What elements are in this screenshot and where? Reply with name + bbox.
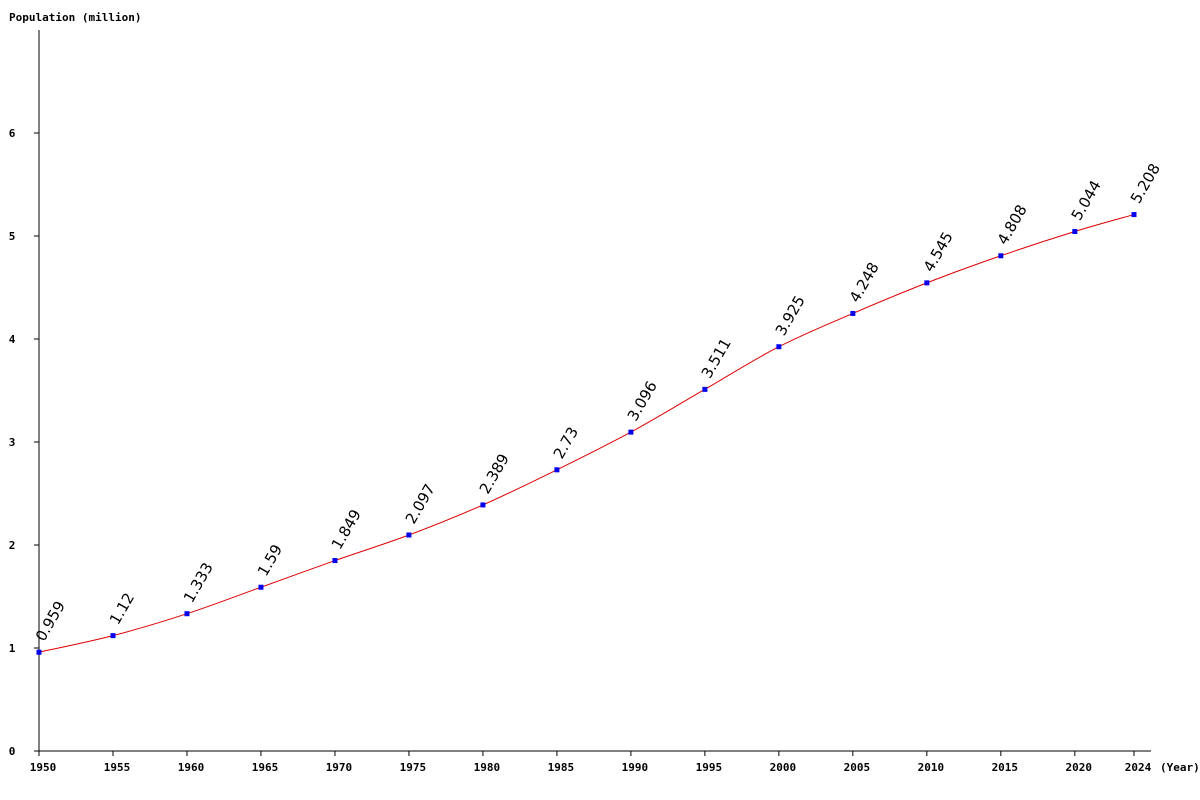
x-tick-label: 2005 (844, 761, 871, 774)
population-series-line (38, 214, 1135, 653)
data-point-marker (110, 633, 116, 639)
data-point-marker (184, 611, 190, 617)
data-point-label: 2.389 (476, 451, 513, 497)
x-tick-label: 2010 (918, 761, 945, 774)
data-point-label: 3.925 (772, 293, 809, 339)
data-point-marker (850, 310, 856, 316)
y-tick-label: 3 (9, 436, 16, 449)
data-point-labels: 0.959 1.12 1.333 1.59 1.849 2.097 2.389 2.73 3.0… (32, 160, 1164, 644)
data-point-label: 1.12 (106, 590, 138, 628)
data-point-marker (258, 584, 264, 590)
x-tick-label: 2024 (1125, 761, 1152, 774)
y-tick-label: 1 (9, 642, 16, 655)
x-tick-label: 1980 (474, 761, 501, 774)
data-point-marker (776, 344, 782, 350)
data-point-label: 2.097 (402, 481, 439, 527)
data-point-label: 0.959 (32, 598, 69, 644)
data-point-marker (480, 502, 486, 508)
x-tick-label: 1995 (696, 761, 723, 774)
data-point-marker (554, 467, 560, 473)
data-point-markers (36, 212, 1137, 655)
x-tick-label: 1965 (252, 761, 279, 774)
x-tick-label: 1975 (400, 761, 427, 774)
y-axis-ticks: 0 1 2 3 4 5 6 (9, 127, 39, 758)
data-point-label: 1.59 (254, 541, 286, 579)
data-point-label: 5.044 (1068, 177, 1105, 223)
x-tick-label: 1970 (326, 761, 353, 774)
y-axis-title: Population (million) (9, 11, 141, 24)
data-point-label: 2.73 (550, 424, 582, 462)
y-tick-label: 4 (9, 333, 16, 346)
y-tick-label: 2 (9, 539, 16, 552)
y-tick-label: 6 (9, 127, 16, 140)
x-tick-label: 2020 (1066, 761, 1093, 774)
data-point-marker (406, 532, 412, 538)
x-tick-label: 1950 (30, 761, 57, 774)
y-tick-label: 5 (9, 230, 16, 243)
x-axis-ticks: 1950 1955 1960 1965 1970 1975 1980 1985 1990 1995… (30, 751, 1152, 774)
data-point-label: 4.808 (994, 202, 1031, 248)
data-point-label: 1.849 (328, 506, 365, 552)
data-point-marker (702, 386, 708, 392)
data-point-marker (924, 280, 930, 286)
data-point-marker (1072, 228, 1078, 234)
y-tick-label: 0 (9, 745, 16, 758)
data-point-label: 5.208 (1127, 160, 1164, 206)
x-tick-label: 1985 (548, 761, 575, 774)
x-tick-label: 2015 (992, 761, 1019, 774)
data-point-marker (36, 649, 42, 655)
x-axis-title: (Year) (1160, 761, 1200, 774)
data-point-marker (998, 253, 1004, 259)
data-point-label: 4.545 (920, 229, 957, 275)
x-tick-label: 1990 (622, 761, 649, 774)
data-point-label: 4.248 (846, 259, 883, 305)
x-tick-label: 1955 (104, 761, 131, 774)
x-tick-label: 1960 (178, 761, 205, 774)
x-tick-label: 2000 (770, 761, 797, 774)
data-point-marker (628, 429, 634, 435)
data-point-label: 1.333 (180, 560, 217, 606)
data-point-marker (332, 558, 338, 564)
data-point-label: 3.096 (624, 378, 661, 424)
data-point-marker (1131, 212, 1137, 218)
